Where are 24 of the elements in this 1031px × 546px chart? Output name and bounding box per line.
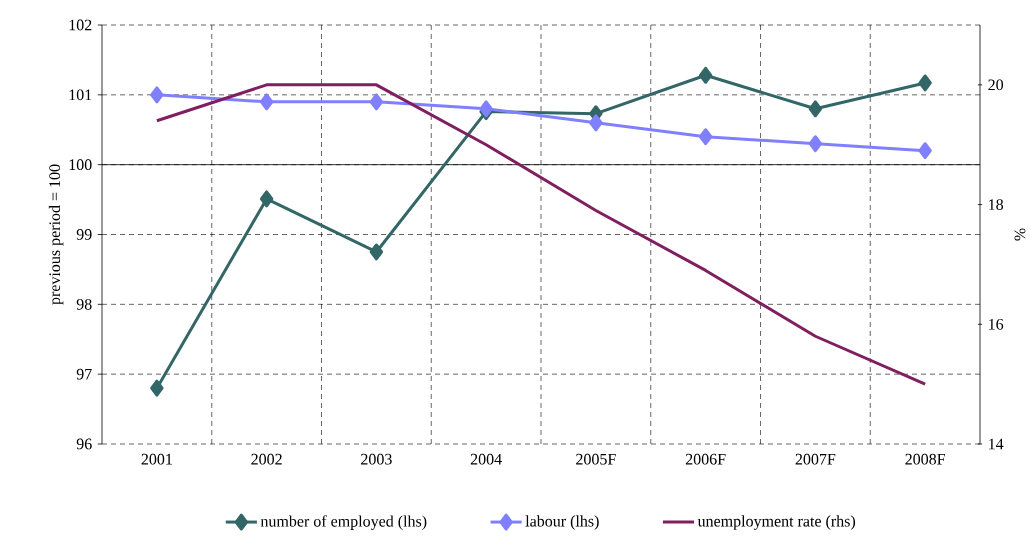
x-tick-label: 2004 [470,453,502,465]
legend-label: number of employed (lhs) [260,515,427,530]
x-tick-label: 2005F [576,453,616,465]
x-tick-label: 2008F [905,453,946,465]
y2-tick-label: 16 [989,318,1004,330]
y2-tick-label: 14 [989,438,1004,450]
x-tick-label: 2006F [685,453,726,465]
legend-label: labour (lhs) [525,515,599,530]
x-tick-label: 2007F [795,453,836,465]
y-tick-label: 102 [69,19,92,31]
y-tick-label: 97 [76,368,92,380]
y2-tick-label: 18 [989,199,1004,210]
y-tick-label: 101 [69,89,92,101]
y2-tick-label: 20 [988,79,1004,91]
y-axis-title: previous period = 100 [48,164,64,305]
y-tick-label: 99 [76,229,92,240]
x-tick-label: 2003 [361,453,392,465]
x-tick-label: 2001 [141,453,172,465]
y-tick-label: 96 [76,438,92,450]
y-tick-label: 98 [76,298,92,310]
y2-axis-title: % [1014,228,1026,241]
legend-label: unemployment rate (rhs) [697,515,856,530]
y-tick-label: 100 [69,159,92,171]
x-tick-label: 2002 [251,453,282,465]
